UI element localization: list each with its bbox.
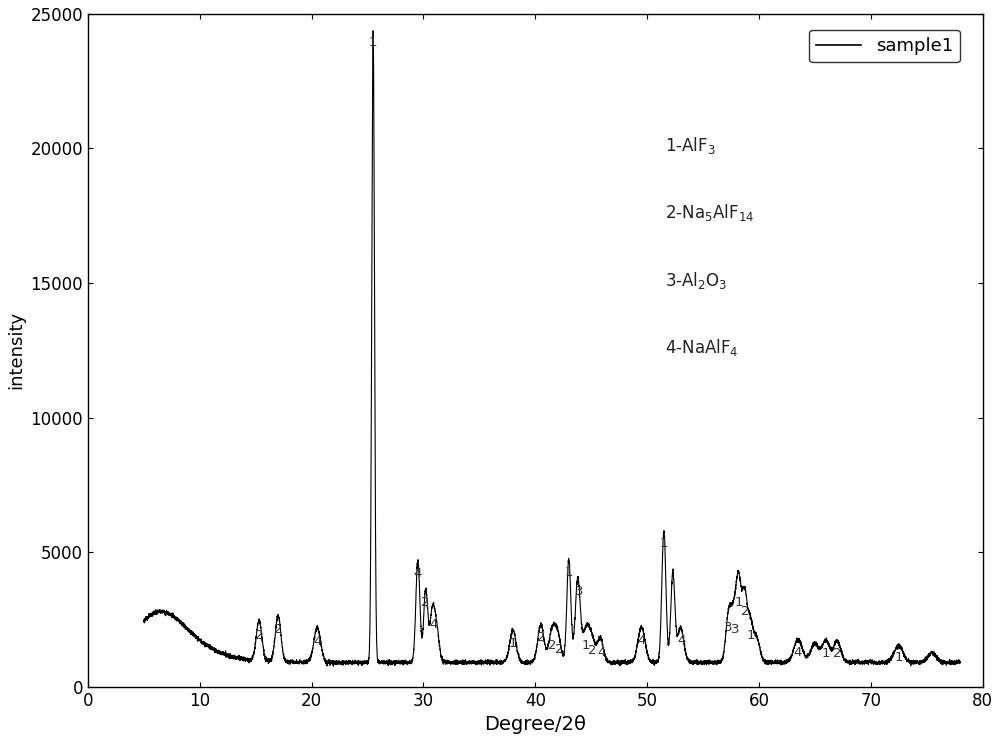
Text: 1: 1 (822, 647, 830, 659)
Text: 1: 1 (735, 597, 743, 609)
Text: 3: 3 (724, 621, 733, 634)
Text: 4: 4 (429, 618, 438, 631)
Text: 2: 2 (537, 631, 545, 645)
Text: 2-Na$_5$AlF$_{14}$: 2-Na$_5$AlF$_{14}$ (665, 202, 754, 223)
Text: 3-Al$_2$O$_3$: 3-Al$_2$O$_3$ (665, 270, 727, 290)
Text: 1: 1 (894, 651, 903, 664)
Text: 1: 1 (581, 639, 590, 653)
Text: 1: 1 (747, 629, 755, 642)
Text: 4: 4 (794, 646, 802, 659)
Text: 2: 2 (588, 644, 597, 657)
Text: 3: 3 (575, 585, 583, 599)
X-axis label: Degree/2θ: Degree/2θ (484, 715, 586, 734)
Text: 2: 2 (555, 643, 563, 657)
Text: 1: 1 (660, 536, 668, 550)
Text: 4: 4 (637, 634, 646, 647)
Text: 4: 4 (313, 634, 321, 648)
Text: 2: 2 (255, 629, 263, 642)
Text: 1: 1 (509, 637, 517, 650)
Text: 4: 4 (597, 646, 605, 659)
Text: 2: 2 (274, 623, 282, 637)
Text: 1-AlF$_3$: 1-AlF$_3$ (665, 135, 716, 156)
Text: 4-NaAlF$_4$: 4-NaAlF$_4$ (665, 337, 739, 358)
Text: 1: 1 (565, 566, 573, 579)
Text: 3: 3 (731, 623, 740, 637)
Text: 4: 4 (414, 567, 422, 579)
Text: 2: 2 (421, 597, 430, 609)
Text: 2: 2 (741, 605, 750, 618)
Legend: sample1: sample1 (809, 30, 960, 62)
Text: 1: 1 (369, 36, 377, 49)
Text: 4: 4 (678, 634, 686, 647)
Y-axis label: intensity: intensity (7, 311, 25, 389)
Text: 2: 2 (833, 647, 841, 659)
Text: 2: 2 (548, 639, 556, 653)
